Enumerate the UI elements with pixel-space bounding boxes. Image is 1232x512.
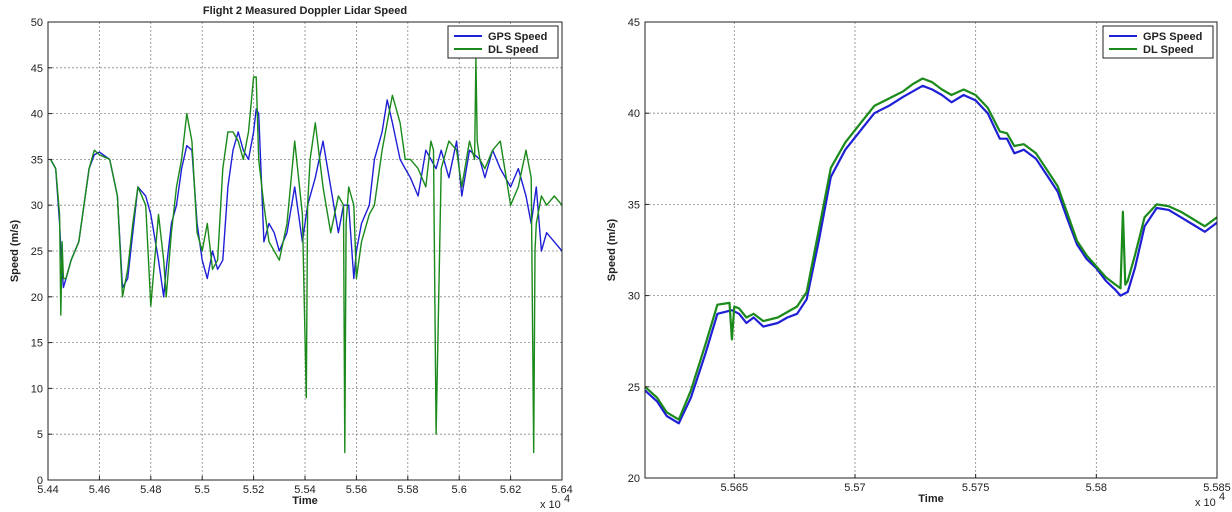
y-tick-label: 50 [31,17,43,29]
chart-1: 5.44 5.46 5.48 5.5 5.52 5.54 5.56 5.58 5.6 5.62 5.… [9,5,573,511]
x-tick-label: 5.58 [397,484,418,496]
series-line-dl-speed [49,57,563,454]
x-tick-label: 5.575 [962,482,990,494]
y-tick-label: 35 [628,199,640,211]
x-tick-label: 5.5 [195,484,210,496]
legend-box [447,25,559,59]
x-axis-label: Time [292,495,317,507]
y-axis-label: Speed (m/s) [9,219,21,282]
y-axis-label: Speed (m/s) [606,218,618,281]
x-tick-label: 5.58 [1086,482,1107,494]
y-tick-label: 15 [31,338,43,350]
x-tick-label: 5.62 [500,484,521,496]
y-tick-label: 25 [31,246,43,258]
legend-box [1102,25,1214,59]
y-tick-label: 35 [31,154,43,166]
plot-area [645,22,1217,478]
x-tick-label: 5.56 [346,484,367,496]
y-tick-label: 25 [628,382,640,394]
x-axis-multiplier: x 10 [1195,497,1216,509]
x-axis-exponent: 4 [564,493,570,505]
x-axis-label: Time [918,493,943,505]
y-tick-label: 10 [31,383,43,395]
y-tick-label: 20 [31,292,43,304]
series-line-dl-speed [644,77,1218,421]
x-tick-label: 5.46 [89,484,110,496]
legend-label: DL Speed [488,44,539,56]
legend-label: DL Speed [1143,44,1194,56]
x-tick-label: 5.585 [1203,482,1231,494]
x-axis-exponent: 4 [1219,491,1225,503]
x-axis-multiplier: x 10 [540,499,561,511]
legend-label: GPS Speed [1143,31,1202,43]
y-tick-label: 0 [37,475,43,487]
x-tick-label: 5.48 [140,484,161,496]
chart-title: Flight 2 Measured Doppler Lidar Speed [203,5,407,17]
x-tick-label: 5.57 [844,482,865,494]
x-tick-label: 5.565 [721,482,749,494]
x-tick-label: 5.52 [243,484,264,496]
y-tick-label: 20 [628,473,640,485]
y-tick-label: 30 [31,200,43,212]
y-tick-label: 45 [31,63,43,75]
series-line-gps-speed [644,84,1218,425]
y-tick-label: 40 [628,108,640,120]
x-tick-label: 5.54 [294,484,315,496]
y-tick-label: 5 [37,429,43,441]
chart-2: 5.565 5.57 5.575 5.58 5.585 20 25 30 35 40 45 x 10 4… [606,17,1231,509]
legend-label: GPS Speed [488,31,547,43]
x-tick-label: 5.64 [551,484,572,496]
y-tick-label: 40 [31,109,43,121]
x-tick-label: 5.6 [452,484,467,496]
x-tick-label: 5.44 [37,484,58,496]
axes-frame [644,21,1218,479]
y-tick-label: 30 [628,291,640,303]
y-tick-label: 45 [628,17,640,29]
